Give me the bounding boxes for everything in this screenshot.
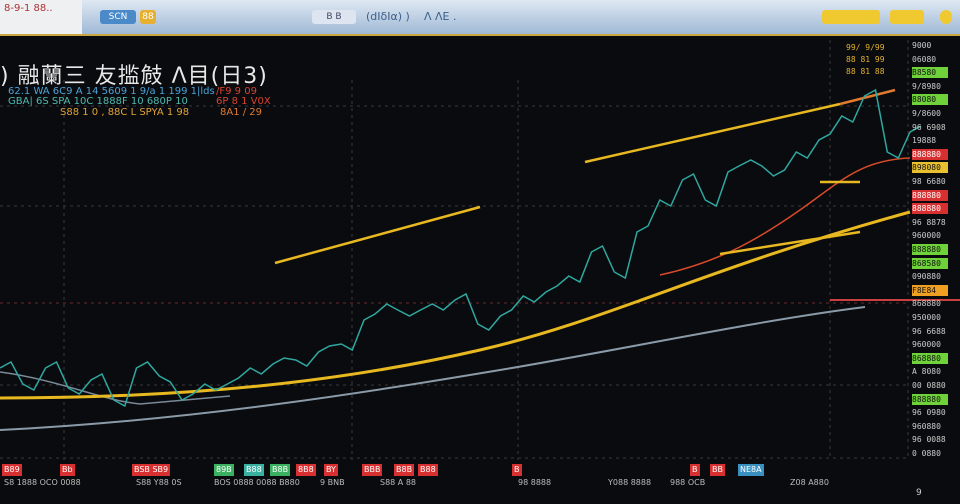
- price-scale-label: 96 0088: [912, 435, 946, 445]
- info-line-2: GBA| 6S SPA 10C 1888F 10 680P 10: [8, 96, 188, 107]
- bottom-tag[interactable]: B88: [244, 464, 264, 476]
- time-axis-label: S8 1888 OCO 0088: [4, 478, 81, 487]
- bottom-tag[interactable]: B89: [2, 464, 22, 476]
- trend-markers: [274, 88, 896, 265]
- time-axis-label: 98 8888: [518, 478, 552, 487]
- price-scale-label: 9/8600: [912, 109, 941, 118]
- toolbar-item-scn[interactable]: SCN: [100, 10, 136, 24]
- bottom-tag[interactable]: B: [690, 464, 700, 476]
- price-scale-label: 960880: [912, 421, 941, 431]
- price-scale-label: 868580: [912, 257, 948, 269]
- trend-marker: [274, 205, 481, 265]
- bottom-tag[interactable]: Bb: [60, 464, 75, 476]
- price-scale-label: 888880: [912, 203, 948, 215]
- price-scale-label: 00 0880: [912, 381, 946, 390]
- info-line-3: S88 1 0 , 88C L SPYA 1 98: [60, 107, 190, 118]
- page-title: ) 融蘭三 友㨫㩻 Λ目(日3): [0, 64, 268, 89]
- time-axis-label: Z08 A880: [790, 478, 829, 487]
- price-scale-label: 88 81 88: [846, 67, 885, 76]
- price-scale-label: 88 81 99: [846, 55, 885, 64]
- bottom-tag[interactable]: 8B8: [296, 464, 316, 476]
- bottom-tag[interactable]: B8B: [394, 464, 415, 476]
- bottom-tag[interactable]: BB: [710, 464, 725, 476]
- page-number: 9: [916, 488, 922, 498]
- price-scale-label: 898080: [912, 162, 948, 174]
- price-scale-label: 88080: [912, 94, 948, 106]
- price-scale-label: 888880: [912, 148, 948, 160]
- price-scale-label: 868880: [912, 299, 941, 309]
- price-scale-label: 96 0980: [912, 408, 946, 418]
- info-line-1: 62.1 WA 6C9 A 14 5609 1 9/a 1 199 1|lds: [8, 86, 215, 97]
- toolbar-item-a[interactable]: Λ ΛΕ .: [424, 10, 457, 23]
- price-scale-label: 888880: [912, 244, 948, 255]
- price-scale-label: A 8080: [912, 367, 941, 377]
- info-right-1: /F9 9 09: [216, 86, 257, 97]
- info-right-2: 6P 8 1 V0X: [216, 96, 271, 107]
- price-scale-label: 960000: [912, 340, 941, 350]
- ma-gray-line: [0, 306, 866, 431]
- bottom-tag[interactable]: B8B: [270, 464, 291, 476]
- info-right-3: 8A1 / 29: [220, 107, 263, 118]
- bottom-tag[interactable]: BBB: [362, 464, 383, 476]
- price-chart[interactable]: [0, 36, 960, 504]
- bottom-tag[interactable]: NE8A: [738, 464, 764, 476]
- toolbar: 8-9-1 88.. SCN 88 B B (dΙδΙα) ) Λ ΛΕ .: [0, 0, 960, 36]
- price-scale-label: 888880: [912, 189, 948, 201]
- price-scale-label: 96 8878: [912, 217, 946, 227]
- price-scale-label: 06080: [912, 54, 937, 64]
- time-axis-label: Y088 8888: [608, 478, 652, 487]
- bottom-tag[interactable]: 89B: [214, 464, 234, 476]
- bottom-tag[interactable]: BY: [324, 464, 338, 476]
- bottom-tag[interactable]: BSB SB9: [132, 464, 171, 476]
- price-scale-label: 950000: [912, 313, 941, 322]
- grid: [0, 40, 910, 460]
- time-axis-label: 988 OCB: [670, 478, 706, 487]
- toolbar-corner: 8-9-1 88..: [0, 0, 82, 34]
- price-scale-label: 960000: [912, 231, 941, 241]
- price-scale-label: 98 6680: [912, 177, 946, 186]
- price-scale-label: 96 6908: [912, 122, 946, 132]
- price-scale-label: 96 6688: [912, 326, 946, 336]
- time-axis-label: S88 A 88: [380, 478, 416, 487]
- toolbar-button-1[interactable]: [822, 10, 880, 24]
- bottom-tag[interactable]: B88: [418, 464, 438, 476]
- trend-marker: [839, 88, 896, 106]
- price-scale-label: 090880: [912, 272, 941, 282]
- price-scale-label: 0 0880: [912, 449, 941, 458]
- time-axis-label: S88 Y88 0S: [136, 478, 182, 487]
- ma-red-line: [659, 157, 911, 276]
- toolbar-item-88[interactable]: 88: [140, 10, 156, 24]
- price-scale-label: 99/ 9/99: [846, 43, 885, 52]
- trend-marker: [719, 230, 861, 256]
- trend-marker: [584, 102, 841, 164]
- price-scale-label: B8580: [912, 67, 948, 79]
- price-scale-label: 9/8980: [912, 81, 941, 91]
- price-line: [0, 88, 922, 408]
- price-scale-label: 868880: [912, 352, 948, 364]
- toolbar-item-d[interactable]: (dΙδΙα) ): [366, 10, 410, 23]
- price-scale-label: F8E84: [912, 284, 948, 296]
- toolbar-button-2[interactable]: [890, 10, 924, 24]
- bottom-tag[interactable]: B: [512, 464, 522, 476]
- price-scale-label: 888880: [912, 393, 948, 405]
- price-scale-label: 19888: [912, 136, 937, 146]
- price-scale-label: 9000: [912, 41, 932, 50]
- time-axis-label: BOS 0888 0088 B880: [214, 478, 300, 487]
- toolbar-field[interactable]: B B: [312, 10, 356, 24]
- ma-yellow-line: [0, 210, 911, 400]
- toolbar-circle-icon[interactable]: [940, 10, 952, 24]
- time-axis-label: 9 BNB: [320, 478, 345, 487]
